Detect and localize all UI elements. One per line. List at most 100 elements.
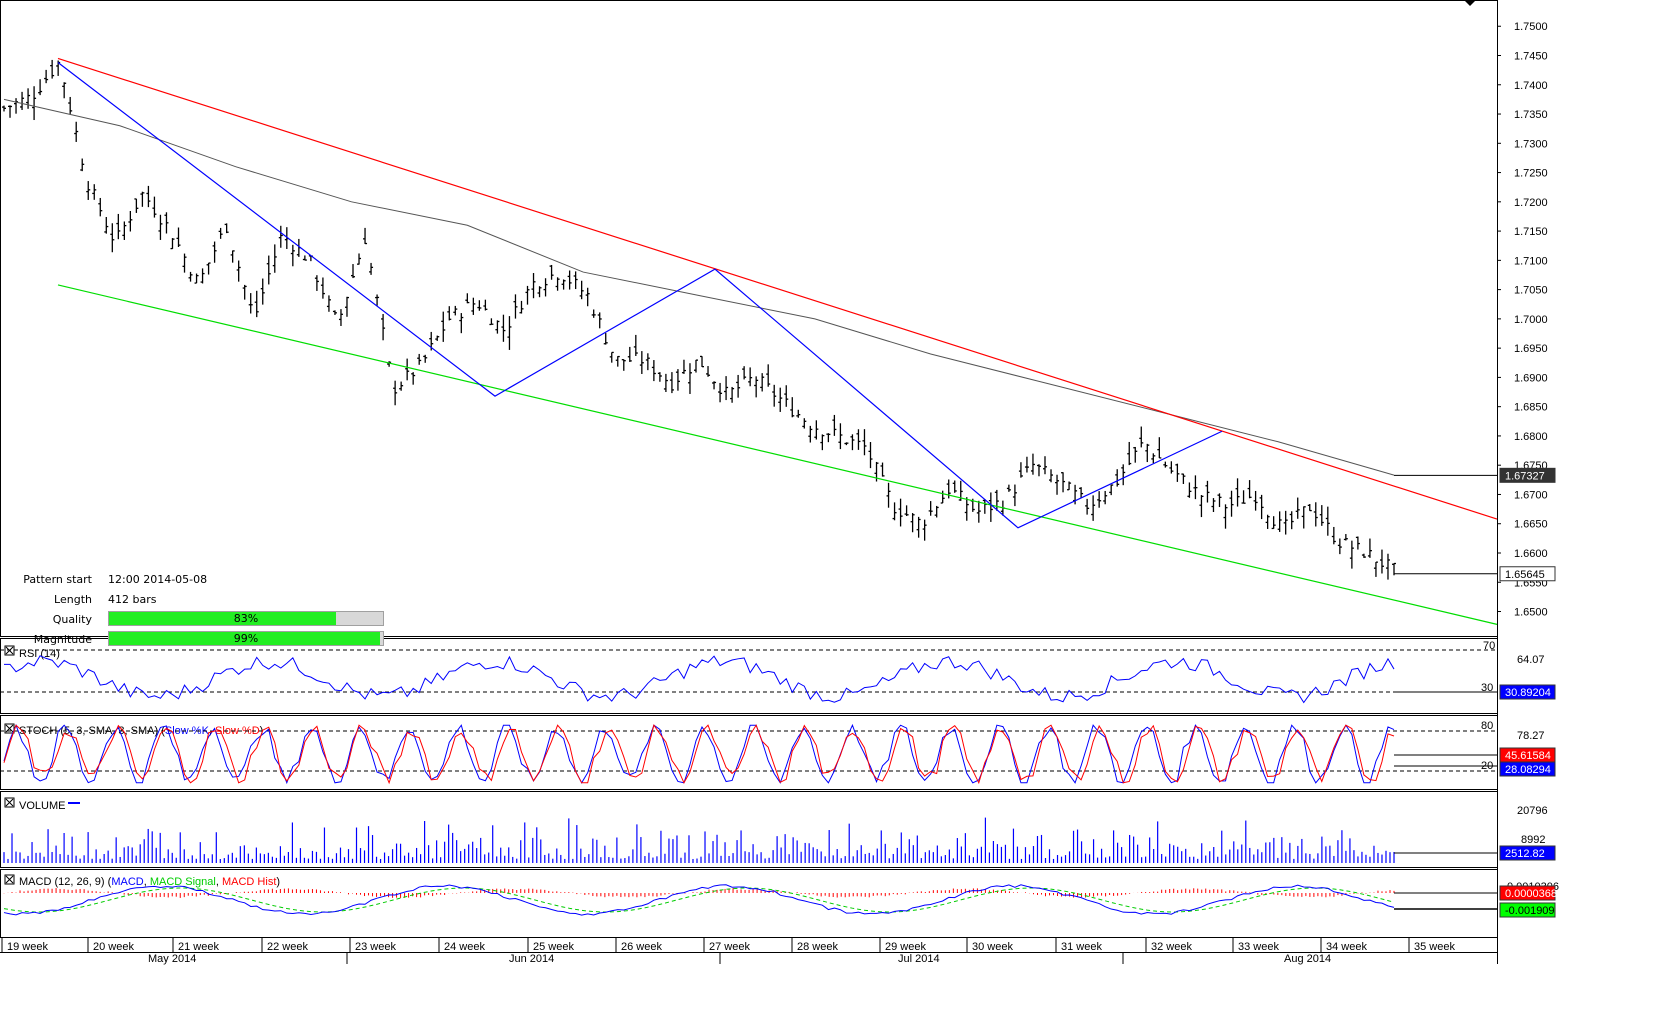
pattern-start-label: Pattern start	[23, 573, 92, 586]
macd-title-part: )	[276, 876, 280, 888]
pattern-quality-label: Quality	[52, 613, 92, 626]
quality-bar-fill	[109, 612, 337, 625]
pattern-start-row: Pattern start 12:00 2014-05-08	[0, 570, 400, 590]
stoch-title-part: Slow %D	[215, 725, 260, 737]
week-label-14: 33 week	[1238, 941, 1279, 953]
price-tick-label-3: 1.7350	[1514, 109, 1548, 121]
price-tick-label-9: 1.7050	[1514, 285, 1548, 297]
pane-frame-0	[0, 0, 1498, 637]
price-tick-label-16: 1.6700	[1514, 489, 1548, 501]
price-tick-label-7: 1.7150	[1514, 226, 1548, 238]
price-tick-label-4: 1.7300	[1514, 138, 1548, 150]
volume-value-label-box	[1499, 845, 1556, 861]
magnitude-bar: 99%	[108, 631, 384, 646]
week-label-2: 21 week	[178, 941, 219, 953]
week-label-3: 22 week	[267, 941, 308, 953]
last-price-label: 1.65645	[1505, 569, 1545, 581]
price-tick-label-14: 1.6800	[1514, 431, 1548, 443]
week-label-13: 32 week	[1151, 941, 1192, 953]
macd-title-part: ,	[216, 876, 222, 888]
rsi-tick-70: 70	[1483, 640, 1495, 652]
trendline-resistance	[57, 57, 1498, 520]
quality-bar: 83%	[108, 611, 384, 626]
macd-close-icon-x	[5, 875, 14, 884]
week-label-9: 28 week	[797, 941, 838, 953]
stoch-d-label: 28.08294	[1505, 764, 1551, 776]
price-bars	[2, 59, 1396, 580]
stoch-tick-mid: 78.27	[1517, 730, 1545, 742]
rsi-value-label-box	[1499, 684, 1556, 700]
week-label-15: 34 week	[1326, 941, 1367, 953]
price-tick-label-8: 1.7100	[1514, 255, 1548, 267]
week-label-12: 31 week	[1061, 941, 1102, 953]
moving-average-label: 1.67327	[1505, 470, 1545, 482]
rsi-tick-30: 30	[1481, 682, 1493, 694]
price-tick-label-17: 1.6650	[1514, 519, 1548, 531]
stoch-d-line	[3, 724, 1395, 785]
week-label-10: 29 week	[885, 941, 926, 953]
macd-histogram	[3, 888, 1395, 898]
macd-title-part: MACD Signal	[150, 876, 216, 888]
price-tick-label-5: 1.7250	[1514, 168, 1548, 180]
stoch-tick-80: 80	[1481, 720, 1493, 732]
price-tick-label-18: 1.6600	[1514, 548, 1548, 560]
macd-signal-line	[3, 887, 1395, 913]
week-label-5: 24 week	[444, 941, 485, 953]
pattern-magnitude-row: Magnitude 99%	[0, 630, 400, 650]
magnitude-value: 99%	[233, 632, 259, 645]
price-tick-label-20: 1.6500	[1514, 607, 1548, 619]
corner-marker	[1464, 0, 1476, 6]
stoch-title-part: Slow %K	[165, 725, 210, 737]
volume-tick-high: 20796	[1517, 805, 1548, 817]
month-label-2: Jul 2014	[898, 953, 940, 965]
pattern-quality-row: Quality 83%	[0, 610, 400, 630]
macd-title: MACD (12, 26, 9) (MACD, MACD Signal, MAC…	[19, 876, 280, 888]
price-tick-label-12: 1.6900	[1514, 372, 1548, 384]
volume-bars	[3, 817, 1395, 863]
price-tick-label-0: 1.7500	[1514, 21, 1548, 33]
price-tick-label-10: 1.7000	[1514, 314, 1548, 326]
month-label-0: May 2014	[148, 953, 196, 965]
month-label-3: Aug 2014	[1284, 953, 1331, 965]
price-tick-label-13: 1.6850	[1514, 402, 1548, 414]
pattern-length-label: Length	[54, 593, 92, 606]
price-tick-label-6: 1.7200	[1514, 197, 1548, 209]
pattern-length-row: Length 412 bars	[0, 590, 400, 610]
volume-tick-mid: 8992	[1521, 834, 1545, 846]
rsi-tick-mid: 64.07	[1517, 654, 1545, 666]
trendline-support	[57, 284, 1498, 625]
pattern-info-panel: Pattern start 12:00 2014-05-08 Length 41…	[0, 570, 400, 650]
volume-close-icon-x	[5, 798, 14, 807]
week-label-8: 27 week	[709, 941, 750, 953]
macd-signal-label: -0.001909	[1505, 905, 1555, 917]
rsi-value-label: 30.89204	[1505, 687, 1551, 699]
month-label-1: Jun 2014	[509, 953, 554, 965]
macd-value-label: 0.0000368	[1505, 888, 1557, 900]
week-label-11: 30 week	[972, 941, 1013, 953]
week-label-0: 19 week	[7, 941, 48, 953]
price-tick-label-11: 1.6950	[1514, 343, 1548, 355]
macd-line	[3, 884, 1395, 916]
week-label-1: 20 week	[93, 941, 134, 953]
rsi-line	[3, 655, 1395, 704]
trendline-pattern	[57, 62, 1223, 529]
last-price-label-box	[1499, 566, 1556, 582]
macd-title-part: MACD	[111, 876, 143, 888]
week-label-16: 35 week	[1414, 941, 1455, 953]
moving-average-label-box	[1499, 467, 1556, 483]
macd-title-part: MACD (12, 26, 9) (	[19, 876, 112, 888]
magnitude-bar-fill	[109, 632, 381, 645]
volume-value-label: 2512.82	[1505, 848, 1545, 860]
macd-title-part: ,	[144, 876, 150, 888]
rsi-title: RSI (14)	[19, 648, 60, 660]
macd-signal-label-box	[1499, 902, 1556, 918]
week-label-6: 25 week	[533, 941, 574, 953]
pattern-start-value: 12:00 2014-05-08	[108, 573, 208, 586]
stoch-k-label: 45.61584	[1505, 750, 1551, 762]
quality-value: 83%	[233, 612, 259, 625]
week-label-7: 26 week	[621, 941, 662, 953]
price-tick-label-1: 1.7450	[1514, 51, 1548, 63]
pattern-length-value: 412 bars	[108, 593, 157, 606]
stoch-d-label-box	[1499, 761, 1556, 777]
